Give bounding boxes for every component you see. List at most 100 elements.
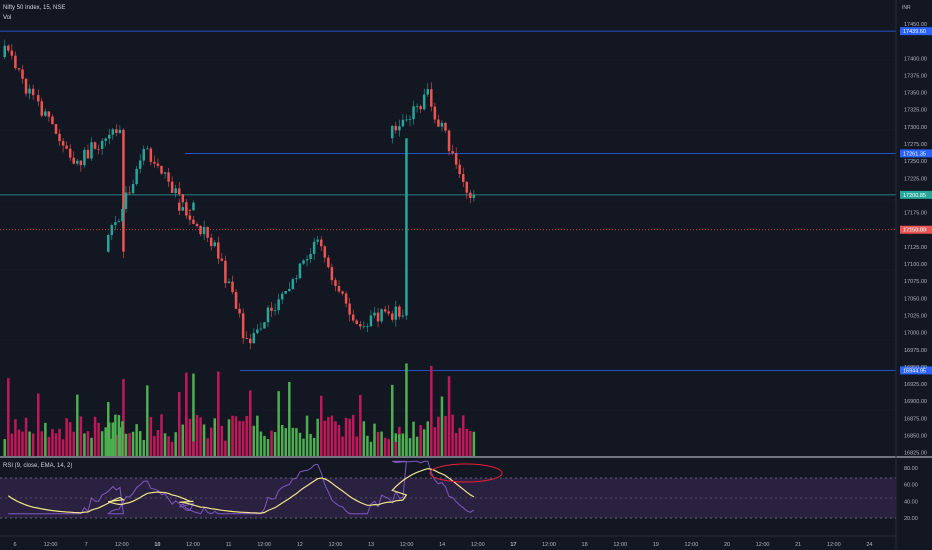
candle-body — [181, 207, 185, 211]
volume-bar — [469, 430, 472, 456]
candle-body — [405, 119, 408, 121]
candle-body — [28, 88, 31, 94]
candle-body — [167, 172, 170, 182]
volume-bar — [454, 433, 458, 456]
candle-body — [398, 126, 401, 131]
price-tick-label: 17450.00 — [904, 22, 927, 28]
price-tick-label: 17275.00 — [904, 142, 927, 148]
candle-body — [451, 151, 454, 154]
time-axis[interactable]: 6 12:00 7 12:00 10 12:00 11 12:00 12 12:00 13 12:00… — [13, 542, 872, 548]
candle-body — [65, 145, 68, 149]
candle-body — [391, 313, 394, 320]
candle-body — [93, 142, 97, 149]
volume-bar — [238, 420, 241, 456]
volume-bar — [263, 435, 266, 456]
price-tick-label: 17075.00 — [904, 279, 927, 285]
volume-bar — [104, 427, 107, 456]
volume-bar — [72, 431, 75, 456]
candle-body — [121, 208, 124, 222]
candle-body — [14, 55, 17, 69]
volume-bar — [440, 396, 444, 456]
price-tick-label: 17375.00 — [904, 73, 927, 79]
candle-body — [128, 192, 131, 194]
candle-body — [206, 227, 209, 238]
candle-body — [97, 148, 100, 150]
candle-body — [24, 78, 28, 94]
price-tick-label: 17250.00 — [904, 159, 927, 165]
candle-body — [369, 315, 373, 327]
volume-bar — [241, 421, 245, 456]
candle-body — [323, 246, 327, 258]
volume-bar — [199, 417, 202, 456]
volume-bar — [334, 421, 337, 456]
candle-body — [108, 134, 111, 139]
volume-bar — [323, 420, 327, 456]
volume-bar — [362, 421, 366, 456]
volume-bar — [280, 424, 284, 456]
volume-bar — [412, 421, 415, 456]
candle-body — [256, 329, 259, 334]
candle-body — [131, 183, 135, 194]
candle-body — [437, 119, 440, 127]
volume-bar — [83, 433, 86, 456]
rsi-annotation-ellipse[interactable] — [429, 463, 503, 483]
volume-bar — [86, 431, 90, 456]
price-tick-label: 16925.00 — [904, 382, 927, 388]
volume-bar — [128, 433, 131, 456]
candle-body — [387, 311, 390, 314]
volume-bar — [181, 424, 185, 456]
main-pane[interactable]: 17439.60 17261.35 17200.85 16944.95 17150.00 — [0, 27, 932, 456]
price-tick-label: 16975.00 — [904, 348, 927, 354]
candle-body — [54, 124, 58, 134]
price-tick-label: 17025.00 — [904, 314, 927, 320]
candle-body — [241, 313, 245, 339]
volume-bar — [142, 440, 145, 456]
price-axis[interactable]: 17450.00 17400.00 17375.00 17350.00 17325.00… — [904, 22, 927, 457]
price-tick-label: 17050.00 — [904, 296, 927, 302]
rsi-pane[interactable]: RSI (9, close, EMA, 14, 2) 80.00 60.00 40.… — [0, 460, 918, 522]
volume-bar — [185, 372, 188, 456]
volume-bar — [359, 394, 362, 456]
time-tick-label: 12:00 — [329, 542, 343, 548]
candle-body — [391, 125, 394, 139]
candle-body — [266, 307, 270, 323]
candle-body — [454, 153, 458, 165]
candle-body — [408, 119, 412, 120]
volume-bar — [231, 415, 234, 456]
candle-body — [220, 258, 224, 261]
candle-body — [376, 312, 380, 322]
volume-bar — [302, 438, 305, 456]
level-price-tag — [900, 149, 932, 158]
candle-body — [334, 280, 337, 287]
candle-body — [185, 207, 188, 216]
time-tick-label: 19 — [653, 542, 659, 548]
candle-body — [259, 328, 263, 330]
volume-bar — [373, 423, 376, 456]
candle-body — [111, 129, 115, 135]
candle-body — [366, 326, 369, 328]
candle-body — [305, 259, 309, 261]
horizontal-levels[interactable]: 17439.60 17261.35 17200.85 16944.95 17150.00 — [0, 27, 932, 375]
volume-bar — [110, 438, 114, 456]
candle-body — [291, 279, 295, 290]
volume-bar — [227, 419, 231, 456]
volume-bar — [320, 395, 323, 456]
candle-body — [359, 324, 362, 327]
candle-body — [373, 312, 376, 316]
symbol-title[interactable]: Nifty 50 Index, 15, NSE — [3, 5, 65, 11]
rsi-label: RSI (9, close, EMA, 14, 2) — [3, 463, 72, 469]
price-tick-label: 17225.00 — [904, 176, 927, 182]
volume-bar — [188, 418, 192, 456]
candle-body — [337, 286, 341, 292]
volume-bar — [163, 433, 167, 456]
candle-body — [122, 129, 125, 252]
candle-body — [192, 219, 195, 224]
candle-body — [288, 289, 291, 292]
candle-body — [115, 129, 118, 133]
price-tick-label: 16900.00 — [904, 399, 927, 405]
candle-body — [462, 174, 465, 182]
level-price-tag — [900, 27, 932, 36]
volume-bar — [213, 418, 216, 456]
candle-body — [383, 309, 387, 312]
